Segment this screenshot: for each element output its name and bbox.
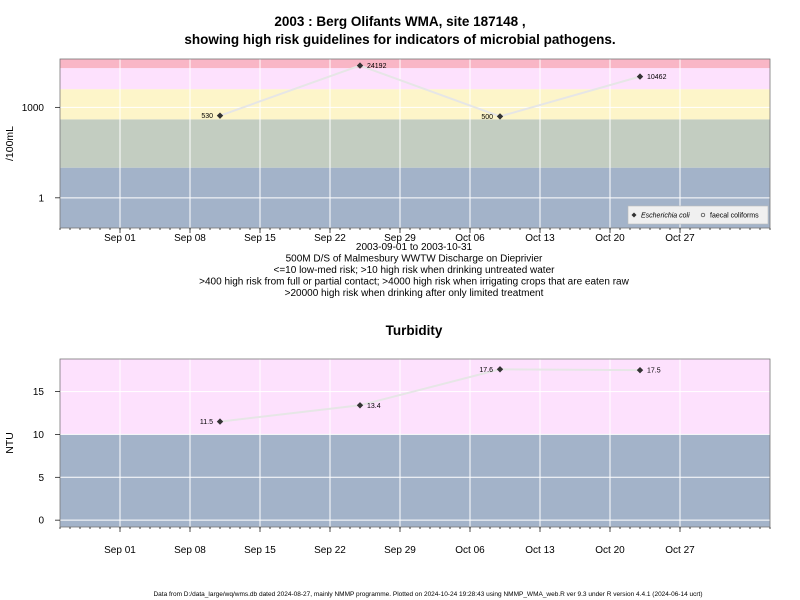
x-tick-label: Sep 22: [314, 545, 346, 556]
y-tick-label: 1000: [22, 103, 45, 114]
footer-note: Data from D:/data_large/wq/wms.db dated …: [153, 591, 702, 598]
risk-band: [60, 68, 770, 90]
legend: Escherichia coli faecal coliforms: [627, 205, 769, 225]
risk-band: [60, 59, 770, 69]
x-tick-label: Sep 01: [104, 545, 136, 556]
legend-marker: [700, 212, 706, 218]
x-tick-label: Oct 13: [525, 545, 555, 556]
x-tick-label: Sep 15: [244, 545, 276, 556]
microbial-panel: Sep 01 Sep 08 Sep 15 Sep 22 Sep 29 Oct 06 Oct …: [4, 58, 771, 299]
x-axis-ticks: [59, 527, 771, 532]
risk-band: [60, 119, 770, 168]
risk-band: [60, 89, 770, 120]
data-point: [636, 366, 644, 374]
x-tick-label: Sep 01: [104, 233, 136, 244]
data-label: 17.6: [479, 367, 493, 374]
data-point: [356, 62, 364, 69]
y-axis-label: NTU: [4, 432, 16, 454]
data-label: 500: [481, 114, 493, 121]
data-point: [356, 402, 364, 409]
plot-frame: [59, 58, 771, 229]
chart-title-line-2: showing high risk guidelines for indicat…: [184, 32, 615, 47]
plot-frame: [59, 358, 771, 528]
data-point: [496, 366, 504, 373]
chart-title-line-1: 2003 : Berg Olifants WMA, site 187148 ,: [274, 14, 525, 29]
x-axis-caption-line: <=10 low-med risk; >10 high risk when dr…: [274, 265, 556, 276]
x-axis-caption-line: >20000 high risk when drinking after onl…: [285, 288, 544, 299]
panel-title: Turbidity: [386, 323, 443, 338]
x-tick-label: Sep 15: [244, 233, 276, 244]
y-tick-label: 15: [33, 387, 45, 398]
y-tick-label: 1: [38, 193, 44, 204]
turbidity-panel: Sep 01 Sep 08 Sep 15 Sep 22 Sep 29 Oct 06 Oct …: [4, 323, 771, 556]
legend-marker: [631, 212, 637, 218]
x-axis-ticks: [59, 228, 771, 233]
series-line: [219, 64, 641, 118]
x-tick-label: Sep 29: [384, 233, 416, 244]
x-axis-caption-line: >400 high risk from full or partial cont…: [199, 277, 629, 288]
data-point: [636, 73, 644, 80]
x-tick-label: Oct 20: [595, 233, 625, 244]
data-point: [496, 113, 504, 120]
data-label: 17.5: [647, 368, 661, 375]
data-label: 13.4: [367, 403, 381, 410]
x-tick-label: Oct 13: [525, 233, 555, 244]
data-label: 24192: [367, 63, 387, 70]
x-tick-label: Sep 08: [174, 233, 206, 244]
series-line: [219, 368, 641, 423]
risk-band: [60, 359, 770, 435]
x-axis-caption-line: 2003-09-01 to 2003-10-31: [356, 242, 473, 253]
y-tick-label: 0: [38, 516, 44, 527]
x-tick-label: Oct 27: [665, 545, 695, 556]
gridlines: [60, 359, 770, 527]
data-label: 10462: [647, 74, 667, 81]
x-tick-label: Oct 20: [595, 545, 625, 556]
legend-box: [627, 205, 769, 225]
y-axis-label: /100mL: [4, 126, 16, 161]
y-tick-label: 10: [33, 430, 45, 441]
x-tick-label: Sep 22: [314, 233, 346, 244]
data-point: [216, 418, 224, 425]
data-label: 530: [201, 113, 213, 120]
legend-label: Escherichia coli: [641, 213, 690, 220]
y-tick-label: 5: [38, 473, 44, 484]
data-label: 11.5: [200, 419, 213, 426]
risk-band: [60, 434, 770, 527]
x-axis-caption-line: 500M D/S of Malmesbury WWTW Discharge on…: [286, 254, 543, 265]
x-tick-label: Sep 08: [174, 545, 206, 556]
gridlines: [60, 59, 770, 228]
x-tick-label: Oct 06: [455, 545, 485, 556]
x-tick-label: Sep 29: [384, 545, 416, 556]
x-tick-label: Oct 06: [455, 233, 485, 244]
data-point: [216, 112, 224, 119]
legend-label: faecal coliforms: [710, 213, 759, 220]
x-tick-label: Oct 27: [665, 233, 695, 244]
